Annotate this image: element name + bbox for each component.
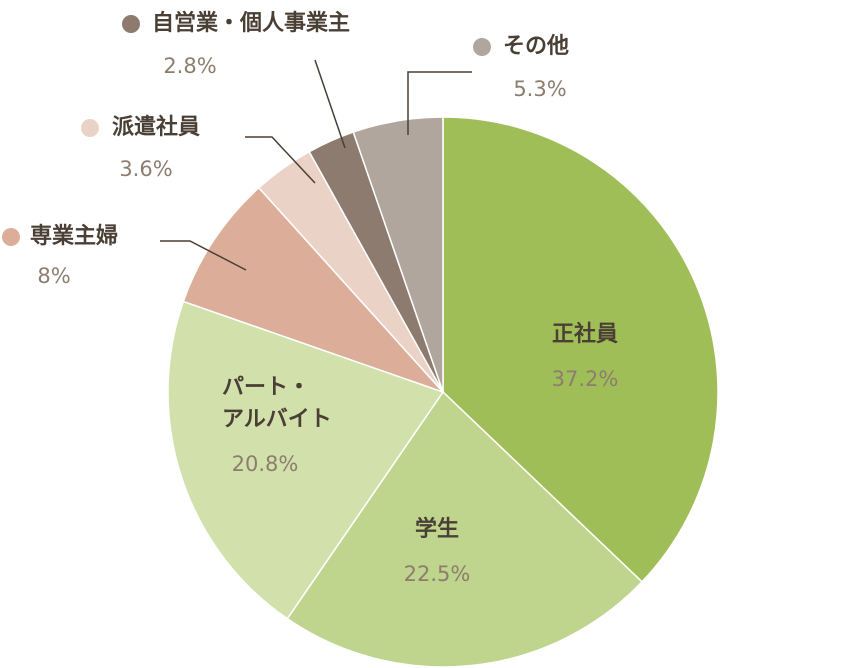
leader-line: [314, 59, 346, 149]
legend-dot: [473, 38, 491, 56]
pie-slice: [352, 116, 444, 393]
leader-line: [407, 71, 472, 135]
value-label: 2.8%: [163, 54, 216, 78]
pie-slice: [182, 186, 444, 393]
slice-label: 専業主婦: [30, 223, 118, 249]
value-label: 5.3%: [513, 77, 566, 101]
slice-label: 派遣社員: [112, 114, 200, 140]
legend-dot: [2, 228, 20, 246]
slice-label: 学生: [415, 516, 459, 542]
legend-dot: [81, 119, 99, 137]
slice-label: 正社員: [552, 321, 618, 347]
value-label: 3.6%: [119, 157, 172, 181]
value-label: 8%: [37, 264, 70, 288]
slice-label: 自営業・個人事業主: [152, 10, 350, 36]
value-label: 37.2%: [552, 367, 619, 391]
pie-slice: [442, 116, 719, 583]
slice-label: その他: [503, 34, 569, 59]
value-label: 22.5%: [404, 562, 471, 586]
leader-line: [160, 240, 247, 271]
leader-line: [245, 136, 316, 184]
legend-dot: [122, 15, 140, 33]
slice-label: パート・アルバイト: [222, 375, 332, 432]
pie-slice: [286, 390, 644, 668]
pie-slice: [167, 300, 445, 620]
value-label: 20.8%: [232, 452, 299, 476]
